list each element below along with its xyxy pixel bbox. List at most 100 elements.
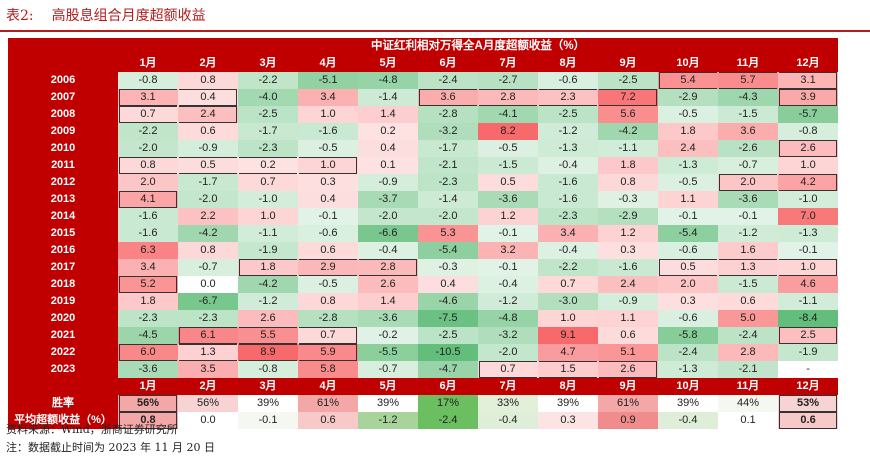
value-cell: 2.0 — [658, 276, 718, 293]
year-label: 2015 — [8, 225, 118, 242]
value-cell: 5.2 — [118, 276, 178, 293]
value-cell: 1.6 — [718, 242, 778, 259]
value-cell: -1.5 — [718, 276, 778, 293]
stat-cell: 0.0 — [178, 412, 238, 429]
stat-row: 平均超额收益（%） 0.8 0.0 -0.1 0.6 -1.2 -2.4 -0.4 0.3 0.9… — [8, 412, 839, 429]
value-cell: -1.4 — [418, 191, 478, 208]
value-cell: 2.4 — [658, 140, 718, 157]
value-cell: -0.2 — [358, 327, 418, 344]
value-cell: -0.8 — [238, 361, 298, 378]
stat-cell: 0.1 — [718, 412, 778, 429]
excess-return-table-container: 中证红利相对万得全A月度超额收益（%） 1月 2月 3月 4月 5月 6月 7月 8月 9月 10月… — [8, 38, 839, 429]
month-header: 3月 — [238, 378, 298, 395]
year-label: 2013 — [8, 191, 118, 208]
stat-cell: 17% — [418, 395, 478, 412]
year-label: 2006 — [8, 72, 118, 89]
year-label: 2019 — [8, 293, 118, 310]
value-cell: -2.0 — [358, 208, 418, 225]
year-label: 2012 — [8, 174, 118, 191]
stat-label: 平均超额收益（%） — [8, 412, 118, 429]
value-cell: 3.4 — [118, 259, 178, 276]
stat-cell: 39% — [658, 395, 718, 412]
value-cell: 3.2 — [478, 242, 538, 259]
month-header: 12月 — [778, 55, 839, 72]
value-cell: -2.5 — [538, 106, 598, 123]
year-label: 2023 — [8, 361, 118, 378]
value-cell: -4.2 — [238, 276, 298, 293]
table-row: 2008 0.7 2.4 -2.5 1.0 1.4 -2.8 -4.1 -2.5 5.6 -0.5-… — [8, 106, 839, 123]
value-cell: -1.0 — [238, 191, 298, 208]
value-cell: 4.2 — [778, 174, 839, 191]
value-cell: -1.3 — [538, 140, 598, 157]
value-cell: 2.0 — [118, 174, 178, 191]
value-cell: 6.1 — [178, 327, 238, 344]
value-cell: 0.7 — [478, 361, 538, 378]
stat-cell: 0.3 — [538, 412, 598, 429]
value-cell: -0.9 — [598, 293, 658, 310]
value-cell: -2.8 — [418, 106, 478, 123]
value-cell: 0.0 — [178, 276, 238, 293]
value-cell: -2.0 — [178, 191, 238, 208]
value-cell: 1.8 — [658, 123, 718, 140]
value-cell: -1.3 — [778, 225, 839, 242]
month-header: 4月 — [298, 378, 358, 395]
month-header: 2月 — [178, 55, 238, 72]
value-cell: 7.2 — [598, 89, 658, 106]
value-cell: 2.6 — [778, 140, 839, 157]
value-cell: -5.4 — [658, 225, 718, 242]
value-cell: 0.7 — [238, 174, 298, 191]
value-cell: -4.5 — [118, 327, 178, 344]
table-row: 2006 -0.8 0.8 -2.2 -5.1 -4.8 -2.4 -2.7 -0.6 -2.5 5… — [8, 72, 839, 89]
value-cell: 2.8 — [358, 259, 418, 276]
stat-cell: 33% — [478, 395, 538, 412]
month-header: 9月 — [598, 378, 658, 395]
value-cell: 1.0 — [298, 106, 358, 123]
value-cell: -0.1 — [298, 208, 358, 225]
year-label: 2007 — [8, 89, 118, 106]
value-cell: 0.4 — [418, 276, 478, 293]
table-row: 2015 -1.6 -4.2 -1.1 -0.6 -6.6 5.3 -0.1 3.4 1.2 -5.… — [8, 225, 839, 242]
value-cell: -1.7 — [418, 140, 478, 157]
value-cell: -0.1 — [778, 242, 839, 259]
value-cell: -4.7 — [418, 361, 478, 378]
value-cell: -2.9 — [658, 89, 718, 106]
stat-cell: 61% — [598, 395, 658, 412]
value-cell: 0.5 — [178, 157, 238, 174]
month-header: 1月 — [118, 55, 178, 72]
value-cell: 5.3 — [418, 225, 478, 242]
value-cell: 1.3 — [178, 344, 238, 361]
date-note: 注：数据截止时间为 2023 年 11 月 20 日 — [6, 441, 215, 454]
value-cell: -0.8 — [778, 123, 839, 140]
value-cell: 0.4 — [178, 89, 238, 106]
value-cell: -0.1 — [718, 208, 778, 225]
value-cell: -3.6 — [358, 310, 418, 327]
value-cell: -2.2 — [118, 123, 178, 140]
value-cell: -0.3 — [418, 259, 478, 276]
value-cell: 5.7 — [718, 72, 778, 89]
value-cell: -4.6 — [418, 293, 478, 310]
value-cell: 3.6 — [718, 123, 778, 140]
table-row: 2016 6.3 0.8 -1.9 0.6 -0.4 -5.4 3.2 -0.4 0.3 -0.6 1… — [8, 242, 839, 259]
month-header: 11月 — [718, 55, 778, 72]
value-cell: 5.8 — [298, 361, 358, 378]
value-cell: 2.2 — [178, 208, 238, 225]
value-cell: -1.3 — [658, 361, 718, 378]
value-cell: -2.4 — [418, 72, 478, 89]
value-cell: 8.9 — [238, 344, 298, 361]
value-cell: -8.4 — [778, 310, 839, 327]
value-cell: -0.7 — [178, 259, 238, 276]
value-cell: -5.4 — [418, 242, 478, 259]
value-cell: -4.8 — [358, 72, 418, 89]
value-cell: 0.3 — [658, 293, 718, 310]
value-cell: -0.1 — [658, 208, 718, 225]
stat-cell: -0.4 — [478, 412, 538, 429]
value-cell: 0.6 — [718, 293, 778, 310]
caption-row: 中证红利相对万得全A月度超额收益（%） — [8, 38, 839, 55]
value-cell: 0.7 — [118, 106, 178, 123]
value-cell: -3.6 — [478, 191, 538, 208]
stat-cell: -2.4 — [418, 412, 478, 429]
value-cell: 0.6 — [178, 123, 238, 140]
header-corner — [8, 55, 118, 72]
year-label: 2011 — [8, 157, 118, 174]
value-cell: 0.8 — [178, 242, 238, 259]
